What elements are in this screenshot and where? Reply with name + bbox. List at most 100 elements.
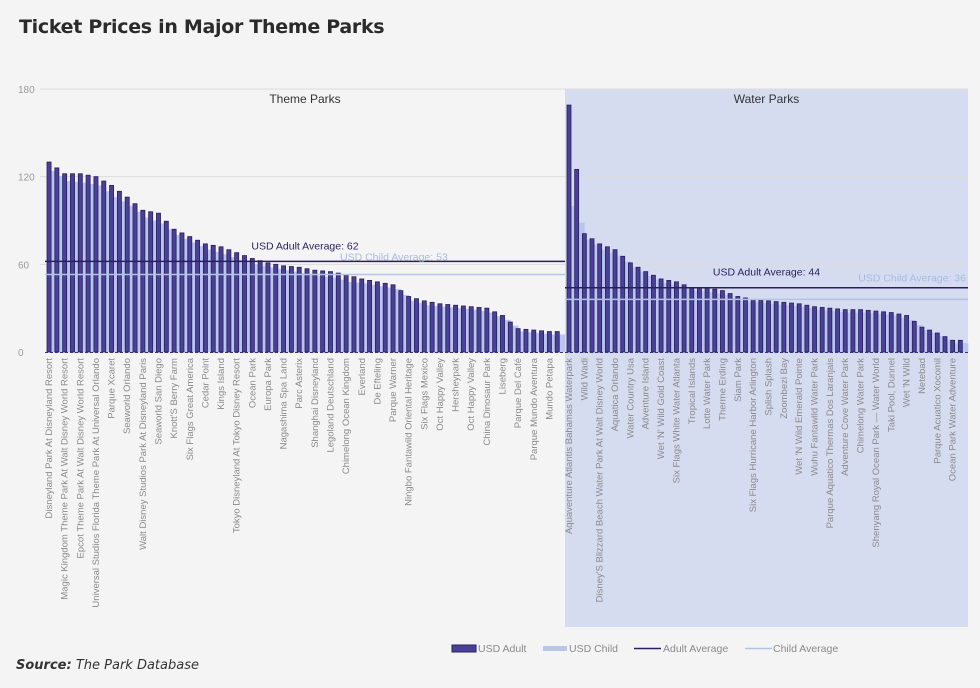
x-tick-label: Shenyang Royal Ocean Park — Water World bbox=[871, 358, 882, 548]
bar-child bbox=[121, 201, 128, 352]
bar-adult bbox=[812, 306, 817, 353]
bar-adult bbox=[335, 272, 341, 353]
x-tick-label: Ningbo Fantawild Oriental Heritage bbox=[404, 358, 415, 506]
bar-adult bbox=[635, 266, 641, 353]
bar-adult bbox=[674, 281, 679, 353]
bar-adult bbox=[727, 293, 733, 353]
x-tick-label: Liseberg bbox=[497, 358, 508, 394]
bar-adult bbox=[437, 303, 443, 353]
section-label-water-parks: Water Parks bbox=[734, 92, 800, 106]
bar-child bbox=[631, 267, 639, 352]
x-tick-label: Aquaventure Atlantis Bahamas Waterpark bbox=[564, 358, 575, 534]
bar-child bbox=[371, 284, 378, 352]
bars bbox=[45, 104, 969, 353]
bar-adult bbox=[904, 315, 910, 353]
bar-adult bbox=[62, 173, 68, 353]
bar-adult bbox=[835, 308, 840, 353]
x-axis-labels: Disneyland Park At Disneyland Resort Magi… bbox=[44, 357, 959, 607]
x-tick-label: Knott'S Berry Farm bbox=[169, 358, 180, 439]
bar-adult bbox=[398, 290, 404, 353]
bar-child bbox=[543, 333, 550, 352]
x-tick-label: Aquatica Orlando bbox=[610, 358, 621, 431]
y-axis-ticks: 0 60 120 180 bbox=[18, 85, 35, 359]
bar-child bbox=[465, 308, 472, 352]
bar-child bbox=[89, 183, 97, 352]
x-tick-label: Six Flags White Water Atlanta bbox=[671, 357, 682, 483]
bar-child bbox=[332, 277, 339, 352]
x-tick-label: Six Flags Hurricane Harbor Arlington bbox=[748, 358, 759, 512]
bar-adult bbox=[93, 176, 99, 353]
bar-child bbox=[654, 279, 662, 352]
x-tick-label: Epcot Theme Park At Walt Disney World Re… bbox=[75, 358, 86, 559]
legend-label-child: USD Child bbox=[569, 643, 618, 655]
bar-adult bbox=[643, 271, 649, 353]
y-tick-label: 180 bbox=[18, 85, 35, 96]
bar-child bbox=[386, 287, 394, 352]
bar-child bbox=[846, 312, 854, 352]
bar-adult bbox=[681, 284, 687, 353]
x-tick-label: Tropical Islands bbox=[687, 358, 698, 424]
bar-adult bbox=[460, 305, 466, 353]
bar-adult bbox=[554, 331, 560, 353]
bar-child bbox=[207, 249, 214, 352]
bar-adult bbox=[101, 180, 107, 353]
bar-adult bbox=[766, 300, 771, 353]
bar-adult bbox=[195, 239, 201, 353]
bar-child bbox=[410, 300, 417, 352]
bar-child bbox=[488, 312, 495, 352]
bar-child bbox=[701, 291, 708, 352]
x-tick-label: Walt Disney Studios Park At Disneyland P… bbox=[138, 358, 149, 550]
bar-adult bbox=[850, 309, 856, 353]
bar-child bbox=[527, 332, 535, 352]
bar-child bbox=[379, 286, 386, 352]
legend-swatch-adult bbox=[451, 644, 477, 653]
bar-child bbox=[624, 261, 631, 352]
bar-adult bbox=[896, 313, 902, 353]
bar-child bbox=[363, 283, 370, 352]
bar-adult bbox=[367, 280, 373, 353]
bar-adult bbox=[218, 246, 224, 353]
bar-adult bbox=[515, 328, 521, 353]
x-tick-label: Disneyland Park At Disneyland Resort bbox=[44, 358, 55, 519]
legend-label-adult-average: Adult Average bbox=[663, 643, 728, 655]
x-tick-label: Zoombezi Bay bbox=[779, 358, 790, 419]
x-tick-label: Cedar Point bbox=[200, 358, 211, 409]
bar-child bbox=[747, 301, 754, 352]
bar-adult bbox=[468, 306, 474, 353]
bar-adult bbox=[187, 236, 193, 353]
bar-adult bbox=[77, 173, 83, 353]
bar-child bbox=[770, 303, 777, 352]
bar-child bbox=[739, 300, 746, 352]
bar-adult bbox=[359, 278, 365, 353]
bar-child bbox=[608, 252, 616, 352]
bar-child bbox=[670, 284, 677, 352]
bar-adult bbox=[421, 300, 427, 353]
bar-child bbox=[199, 246, 206, 352]
bar-child bbox=[144, 217, 151, 352]
bar-adult bbox=[374, 281, 380, 353]
section-label-theme-parks: Theme Parks bbox=[269, 92, 340, 106]
bar-adult bbox=[827, 307, 833, 353]
bar-child bbox=[316, 276, 323, 352]
x-tick-label: Water Country Usa bbox=[625, 357, 636, 438]
bar-child bbox=[277, 268, 284, 352]
bar-adult bbox=[743, 297, 748, 353]
bar-child bbox=[128, 205, 136, 352]
bar-child bbox=[639, 271, 647, 352]
legend-label-child-average: Child Average bbox=[773, 643, 838, 655]
source-label: Source: bbox=[16, 658, 72, 673]
bar-adult bbox=[919, 326, 925, 353]
adult-average-label: USD Adult Average: 62 bbox=[251, 240, 358, 252]
x-tick-label: Ocean Park Water Adventure bbox=[948, 358, 959, 481]
bar-child bbox=[831, 311, 838, 352]
x-tick-label: Magic Kingdom Theme Park At Walt Disney … bbox=[60, 358, 71, 600]
bar-adult bbox=[842, 309, 848, 353]
bar-adult bbox=[589, 238, 595, 353]
bar-child bbox=[441, 306, 449, 352]
x-tick-label: Universal Studios Florida Theme Park At … bbox=[91, 358, 102, 608]
bar-adult bbox=[492, 311, 498, 353]
bar-child bbox=[222, 254, 230, 352]
bar-adult bbox=[249, 258, 255, 353]
bar-child bbox=[496, 316, 503, 352]
